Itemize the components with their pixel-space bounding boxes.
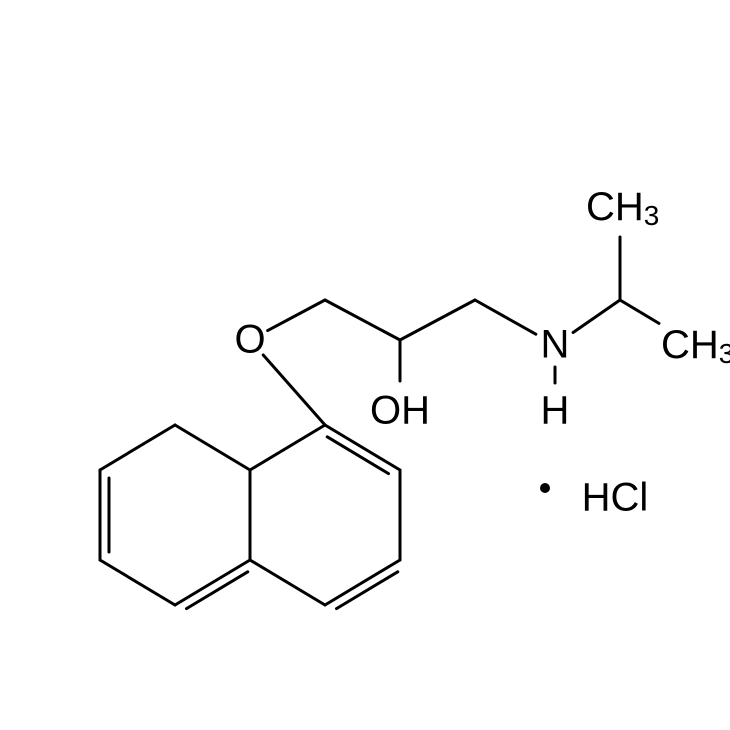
salt-dot (540, 483, 550, 493)
labels-layer: O OH NH CH3 CH3 HCl (234, 185, 730, 520)
atom-OH: OH (370, 389, 430, 433)
atom-CH3-right: CH3 (661, 323, 730, 370)
atom-CH3-top: CH3 (586, 185, 659, 232)
atom-N: N (541, 323, 570, 367)
molecule-diagram: O OH NH CH3 CH3 HCl (0, 0, 730, 730)
atom-O: O (234, 318, 265, 362)
atom-H: H (541, 389, 570, 433)
salt-label: HCl (582, 476, 649, 520)
